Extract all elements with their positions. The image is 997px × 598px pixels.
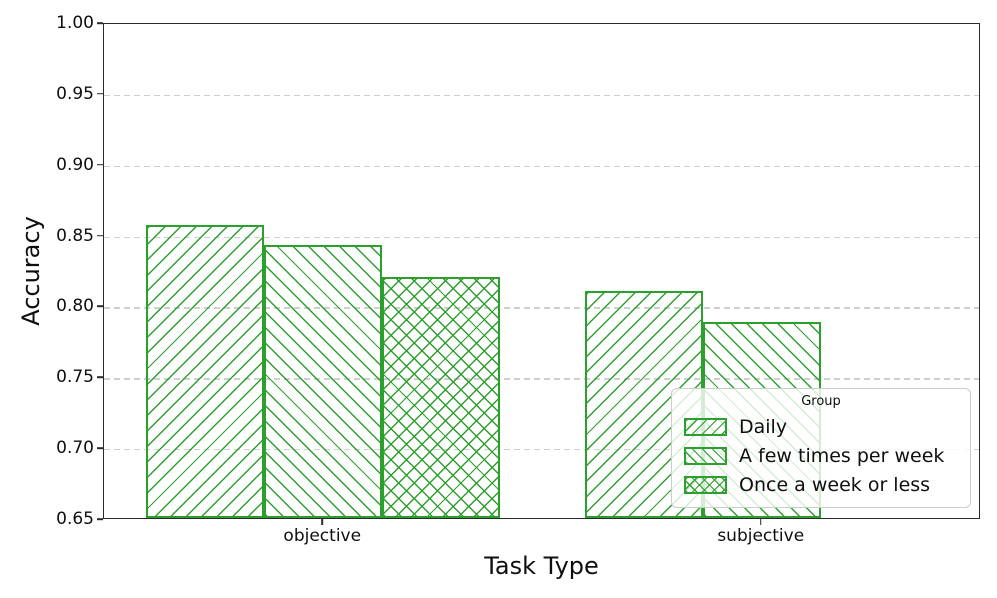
gridline: [104, 307, 979, 309]
y-tick-label: 0.80: [56, 296, 94, 317]
y-tick-label: 0.90: [56, 154, 94, 175]
legend-entry-daily: Daily: [684, 412, 958, 441]
gridline: [104, 236, 979, 238]
legend-swatch-once-a-week-or-less: [684, 475, 727, 494]
y-tick-mark: [97, 376, 103, 379]
y-tick-mark: [97, 93, 103, 95]
legend-label-a-few-times-per-week: A few times per week: [739, 444, 945, 467]
legend-entries: Daily A few times per week Once a week or …: [684, 412, 958, 499]
legend-swatch-daily: [684, 417, 727, 436]
legend-entry-a-few-times-per-week: A few times per week: [684, 441, 958, 470]
y-tick-mark: [97, 518, 103, 520]
y-tick-label: 0.65: [56, 509, 94, 529]
y-tick-mark: [97, 305, 103, 308]
gridline: [104, 449, 979, 451]
bar-objective-once-a-week-or-less: [382, 277, 501, 518]
x-axis-label: Task Type: [484, 552, 599, 580]
x-tick-mark: [321, 519, 324, 525]
y-tick-label: 0.75: [56, 367, 94, 388]
y-tick-label: 1.00: [56, 13, 94, 33]
legend-title: Group: [801, 394, 841, 409]
gridline: [104, 165, 979, 167]
legend: Group Daily A few times per week Once a we…: [671, 388, 971, 508]
y-tick-mark: [97, 234, 103, 237]
y-tick-mark: [97, 163, 103, 166]
y-tick-label: 0.95: [56, 83, 94, 104]
bar-objective-a-few-times-per-week: [264, 244, 383, 518]
gridline: [104, 378, 979, 380]
y-tick-mark: [97, 447, 103, 449]
x-tick-label-subjective: subjective: [717, 526, 805, 546]
y-tick-mark: [97, 22, 103, 24]
legend-entry-once-a-week-or-less: Once a week or less: [684, 470, 958, 499]
plot-area: Group Daily A few times per week Once a we…: [103, 23, 980, 519]
legend-label-once-a-week-or-less: Once a week or less: [739, 473, 931, 496]
bar-objective-daily: [146, 224, 265, 518]
legend-label-daily: Daily: [739, 415, 788, 438]
legend-swatch-a-few-times-per-week: [684, 446, 727, 465]
y-tick-label: 0.85: [56, 225, 94, 246]
x-tick-mark: [759, 519, 762, 525]
x-tick-label-objective: objective: [283, 526, 362, 546]
gridline: [104, 94, 979, 97]
y-tick-label: 0.70: [56, 438, 94, 459]
